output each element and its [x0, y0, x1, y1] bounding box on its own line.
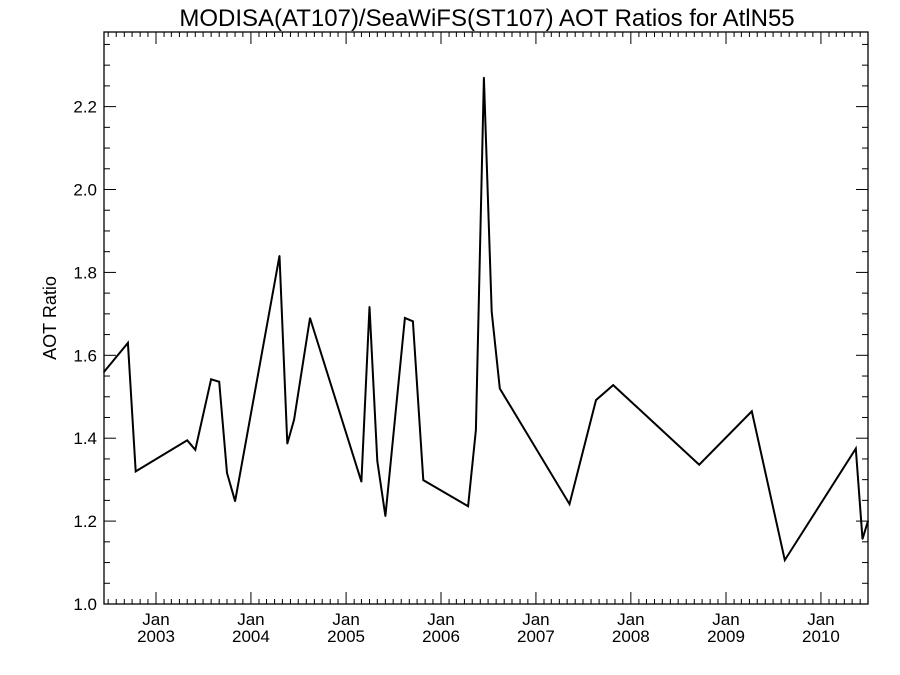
x-tick-month-label: Jan — [712, 610, 739, 629]
data-point — [412, 320, 414, 323]
data-point — [499, 387, 501, 390]
x-tick-month-label: Jan — [142, 610, 169, 629]
data-point — [103, 371, 105, 373]
x-tick-year-label: 2006 — [422, 627, 460, 646]
y-tick-label: 1.2 — [73, 512, 97, 531]
x-axis: Jan2003Jan2004Jan2005Jan2006Jan2007Jan20… — [107, 32, 869, 646]
data-point — [784, 559, 786, 561]
x-tick-year-label: 2007 — [517, 627, 555, 646]
data-point — [612, 384, 614, 386]
data-point — [490, 311, 493, 313]
x-tick-month-label: Jan — [522, 610, 549, 629]
x-tick-month-label: Jan — [617, 610, 644, 629]
data-point — [861, 538, 864, 540]
x-tick-month-label: Jan — [427, 610, 454, 629]
data-point — [293, 418, 295, 421]
y-axis: 1.0 1.2 1.4 1.6 1.8 2.0 2.2 — [73, 43, 868, 614]
plot-frame — [103, 31, 869, 605]
y-tick-label: 1.6 — [73, 346, 97, 365]
data-point — [467, 505, 469, 508]
data-point — [568, 503, 571, 505]
y-axis-label: AOT Ratio — [40, 276, 60, 360]
data-point — [422, 479, 425, 481]
x-tick-month-label: Jan — [237, 610, 264, 629]
data-point — [194, 449, 197, 451]
data-point — [134, 470, 137, 473]
data-point — [368, 306, 371, 308]
x-tick-year-label: 2008 — [612, 627, 650, 646]
x-tick-month-label: Jan — [807, 610, 834, 629]
x-tick-year-label: 2003 — [137, 627, 175, 646]
series-group — [103, 76, 869, 563]
y-tick-label: 2.0 — [73, 181, 97, 200]
data-point — [855, 447, 857, 450]
y-tick-label: 1.0 — [73, 595, 97, 614]
data-point — [309, 317, 311, 319]
x-tick-year-label: 2004 — [232, 627, 270, 646]
y-tick-label: 1.8 — [73, 263, 97, 282]
data-point — [226, 472, 228, 474]
data-point — [698, 463, 700, 466]
data-point — [127, 342, 129, 344]
y-tick-label: 1.4 — [73, 429, 97, 448]
data-point — [384, 515, 387, 517]
x-tick-year-label: 2009 — [707, 627, 745, 646]
data-point — [286, 442, 289, 445]
chart-title: MODISA(AT107)/SeaWiFS(ST107) AOT Ratios … — [179, 5, 794, 32]
data-point — [360, 480, 363, 483]
data-point — [218, 381, 220, 383]
data-point — [483, 76, 485, 79]
x-tick-year-label: 2005 — [327, 627, 365, 646]
data-point — [376, 460, 379, 462]
data-point — [475, 429, 477, 431]
data-point — [186, 439, 188, 442]
y-tick-label: 2.2 — [73, 98, 97, 117]
data-point — [404, 317, 406, 319]
data-point — [210, 378, 212, 381]
data-point — [867, 520, 869, 522]
x-tick-year-label: 2010 — [802, 627, 840, 646]
series-line — [103, 77, 869, 563]
data-point — [751, 410, 753, 413]
x-tick-month-label: Jan — [332, 610, 359, 629]
data-point — [595, 399, 597, 401]
data-point — [234, 500, 236, 503]
data-point — [278, 255, 281, 257]
